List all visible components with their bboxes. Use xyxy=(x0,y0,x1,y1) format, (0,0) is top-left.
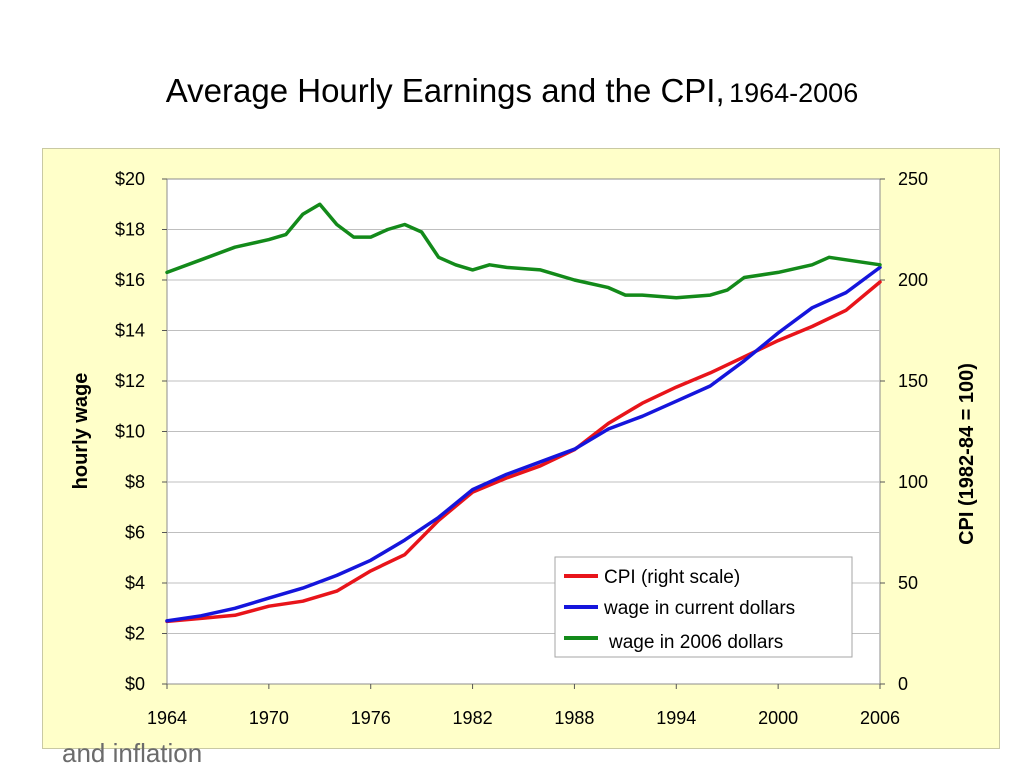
y-right-tick-label: 200 xyxy=(898,270,928,290)
x-tick-label: 1988 xyxy=(554,708,594,728)
y-left-tick-label: $14 xyxy=(115,321,145,341)
right-axis-ticks: 0 50 100 150 200 250 xyxy=(880,169,928,694)
slide-title-years: 1964-2006 xyxy=(729,78,859,108)
chart-frame: $0 $2 $4 $6 $8 $10 $12 $14 $16 $18 $20 0 50 100 150 20… xyxy=(42,148,1000,749)
series-line-wage-2006 xyxy=(165,202,882,300)
legend-label-cpi: CPI (right scale) xyxy=(604,567,740,588)
y-right-tick-label: 150 xyxy=(898,371,928,391)
y-left-tick-label: $8 xyxy=(125,472,145,492)
series-lines xyxy=(165,202,882,624)
y-left-tick-label: $6 xyxy=(125,523,145,543)
line-chart: $0 $2 $4 $6 $8 $10 $12 $14 $16 $18 $20 0 50 100 150 20… xyxy=(70,169,978,728)
y-right-tick-label: 250 xyxy=(898,169,928,189)
x-tick-label: 2000 xyxy=(758,708,798,728)
legend: CPI (right scale) wage in current dollar… xyxy=(554,556,853,658)
x-tick-label: 1982 xyxy=(453,708,493,728)
y-right-tick-label: 100 xyxy=(898,472,928,492)
legend-label-wage-2006: wage in 2006 dollars xyxy=(608,632,783,653)
x-tick-label: 1964 xyxy=(147,708,187,728)
slide-title-main: Average Hourly Earnings and the CPI, xyxy=(165,72,725,109)
legend-box xyxy=(554,556,853,658)
y-right-tick-label: 0 xyxy=(898,674,908,694)
y-right-axis-title: CPI (1982-84 = 100) xyxy=(956,363,978,545)
y-left-tick-label: $12 xyxy=(115,371,145,391)
y-left-tick-label: $18 xyxy=(115,220,145,240)
legend-label-wage-current: wage in current dollars xyxy=(603,598,795,619)
y-left-tick-label: $2 xyxy=(125,624,145,644)
y-left-tick-label: $0 xyxy=(125,674,145,694)
y-right-tick-label: 50 xyxy=(898,573,918,593)
y-left-tick-label: $4 xyxy=(125,573,145,593)
slide-title: Average Hourly Earnings and the CPI, 196… xyxy=(0,72,1024,110)
y-left-tick-label: $10 xyxy=(115,422,145,442)
x-axis-ticks: 1964 1970 1976 1982 1988 1994 2000 2006 xyxy=(147,684,900,728)
x-tick-label: 1970 xyxy=(249,708,289,728)
x-tick-label: 2006 xyxy=(860,708,900,728)
x-tick-label: 1976 xyxy=(351,708,391,728)
left-axis-ticks: $0 $2 $4 $6 $8 $10 $12 $14 $16 $18 $20 xyxy=(115,169,167,694)
y-left-tick-label: $20 xyxy=(115,169,145,189)
x-tick-label: 1994 xyxy=(656,708,696,728)
series-line-wage-current xyxy=(165,265,882,623)
y-left-axis-title: hourly wage xyxy=(70,373,92,490)
slide-subtitle-fragment: and inflation xyxy=(62,738,203,768)
y-left-tick-label: $16 xyxy=(115,270,145,290)
